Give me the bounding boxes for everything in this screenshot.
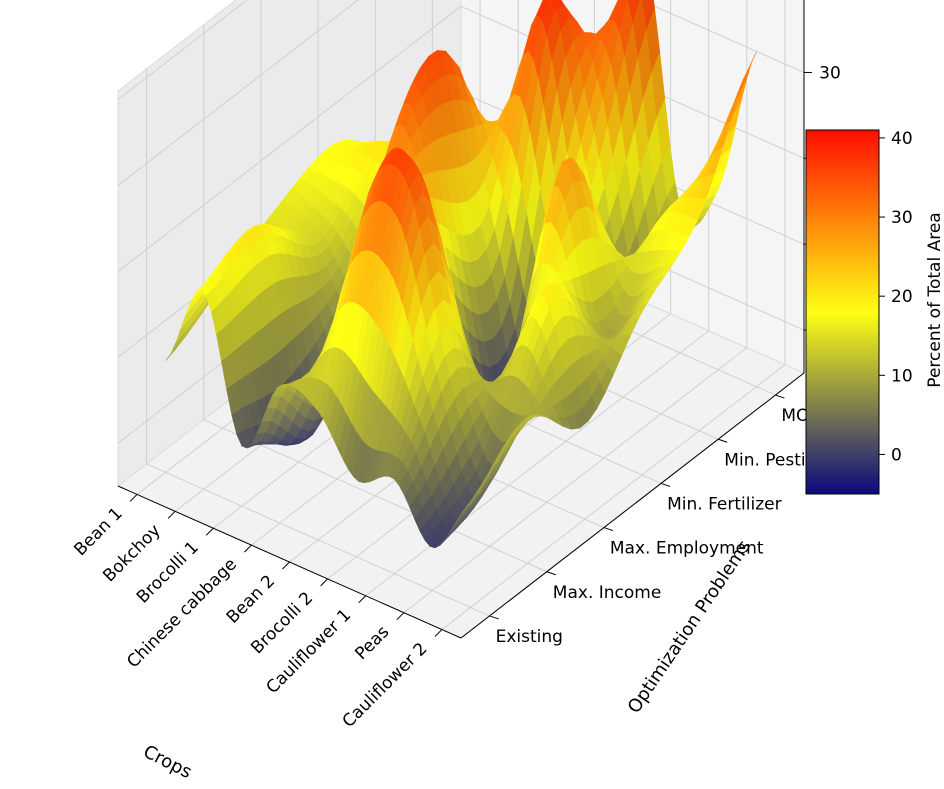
y-tick — [660, 482, 671, 487]
colorbar-ticks: 0 10 20 30 40 — [879, 129, 913, 465]
y-tick — [546, 571, 556, 576]
grid-z-left — [117, 0, 359, 186]
colorbar-gradient — [805, 129, 880, 495]
x-tick — [358, 595, 367, 604]
x-tick — [434, 629, 443, 637]
y-tick-label: Min. Fertilizer — [667, 494, 781, 514]
x-tick — [396, 612, 405, 621]
colorbar: 0 10 20 30 40 Percent of Total Area — [805, 129, 944, 495]
x-tick — [320, 578, 328, 587]
grid-x-floor — [403, 347, 748, 614]
x-tick — [282, 561, 290, 570]
grid-y-floor — [203, 419, 547, 573]
z-tick-label: 30 — [819, 64, 841, 84]
x-tick — [205, 527, 214, 536]
colorbar-tick-label: 40 — [891, 129, 913, 149]
surface-patch — [465, 492, 480, 509]
grid-x-floor — [365, 330, 710, 597]
grid-y-floor — [146, 463, 490, 617]
x-tick-label: Cauliflower 2 — [339, 639, 432, 732]
colorbar-label: Percent of Total Area — [925, 212, 944, 387]
colorbar-tick-label: 30 — [891, 208, 913, 228]
y-tick — [718, 438, 728, 443]
x-tick — [167, 510, 176, 519]
y-axis-label: Optimization Problems — [624, 537, 755, 718]
colorbar-tick-label: 0 — [891, 445, 902, 465]
y-tick-label: Existing — [496, 627, 563, 647]
colorbar-tick-label: 10 — [891, 366, 913, 386]
y-axis-line — [460, 372, 805, 639]
y-tick-label: Max. Employment — [610, 539, 764, 559]
surface-plot — [165, 0, 757, 549]
colorbar-tick-label: 20 — [891, 287, 913, 307]
x-tick — [244, 544, 252, 553]
y-tick — [489, 615, 499, 620]
grid-z-left — [117, 5, 462, 272]
grid-z-back — [639, 0, 805, 73]
grid-x-floor — [441, 364, 786, 630]
x-tick-label: Peas — [351, 622, 393, 664]
x-axis-label: Crops — [140, 741, 195, 783]
grid-z-left — [117, 0, 248, 100]
y-tick — [603, 527, 614, 532]
x-tick-label: Bean 1 — [70, 504, 126, 560]
x-tick-label: Bean 2 — [223, 571, 279, 627]
y-tick-label: Max. Income — [553, 583, 662, 603]
x-tick — [129, 494, 138, 502]
y-tick — [775, 394, 785, 399]
